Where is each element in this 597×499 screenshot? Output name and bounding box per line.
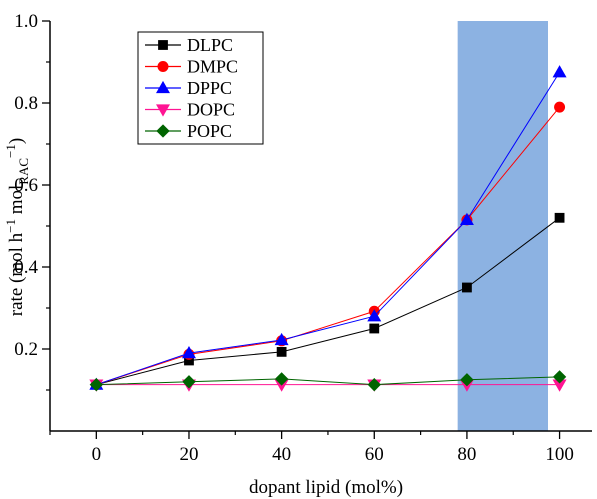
y-tick-label: 0.6 [14, 175, 38, 196]
x-tick-label: 20 [179, 444, 198, 465]
data-point-popc [182, 375, 196, 389]
y-axis-title-sub: RAC [16, 158, 31, 185]
data-point-popc [89, 378, 103, 392]
x-axis-title: dopant lipid (mol%) [249, 477, 403, 498]
x-tick-label: 0 [92, 444, 102, 465]
y-axis-title-part3: ) [6, 138, 27, 144]
y-tick-label: 1.0 [14, 11, 38, 32]
series-popc [89, 370, 567, 392]
data-point-dlpc [369, 323, 380, 334]
legend-marker-dmpc [157, 61, 169, 73]
data-point-popc [367, 378, 381, 392]
y-axis-title-sup1: −1 [3, 219, 18, 233]
series-line-dppc [96, 71, 560, 386]
x-tick-label: 100 [545, 444, 574, 465]
x-tick-label: 60 [365, 444, 384, 465]
data-point-popc [460, 373, 474, 387]
data-point-dlpc [554, 212, 565, 223]
series-line-dmpc [96, 106, 560, 386]
y-tick-label: 0.2 [14, 339, 38, 360]
data-point-dppc [552, 65, 567, 78]
data-point-dppc [181, 345, 196, 359]
series-layer [89, 65, 567, 392]
legend-marker-dppc [156, 80, 170, 94]
legend-marker-dlpc [158, 40, 168, 50]
legend-marker-popc [156, 124, 170, 138]
series-line-popc [96, 376, 560, 386]
highlight-band-layer [457, 21, 548, 431]
legend-label-dmpc: DMPC [187, 57, 238, 77]
x-tick-label: 80 [457, 444, 476, 465]
legend-label-dlpc: DLPC [187, 35, 233, 55]
data-point-dppc [367, 309, 382, 322]
data-point-dlpc [276, 346, 287, 357]
y-tick-label: 0.4 [14, 257, 38, 278]
data-point-popc [552, 370, 567, 384]
data-point-dppc [274, 332, 289, 346]
axes: 0 20 40 60 80 100 0.2 0.4 0.6 0.8 1.0 [14, 11, 592, 465]
y-axis-title-sup2: −1 [3, 144, 18, 158]
x-tick-label: 40 [272, 444, 291, 465]
y-axis-title-part1: rate (mol h [6, 232, 27, 316]
data-point-dmpc [554, 101, 566, 113]
highlight-band [457, 21, 548, 431]
data-point-dppc [459, 212, 474, 225]
data-point-popc [274, 372, 289, 386]
legend-label-popc: POPC [187, 121, 232, 141]
y-tick-label: 0.8 [14, 93, 38, 114]
y-axis-title: rate (mol h−1 molRAC−1) [3, 138, 31, 316]
legend-marker-dopc [156, 104, 170, 117]
series-line-dlpc [96, 217, 560, 386]
data-point-dlpc [462, 282, 472, 293]
y-axis-title-part2: mol [6, 185, 27, 219]
legend-label-dppc: DPPC [187, 78, 232, 98]
legend-label-dopc: DOPC [187, 100, 235, 120]
